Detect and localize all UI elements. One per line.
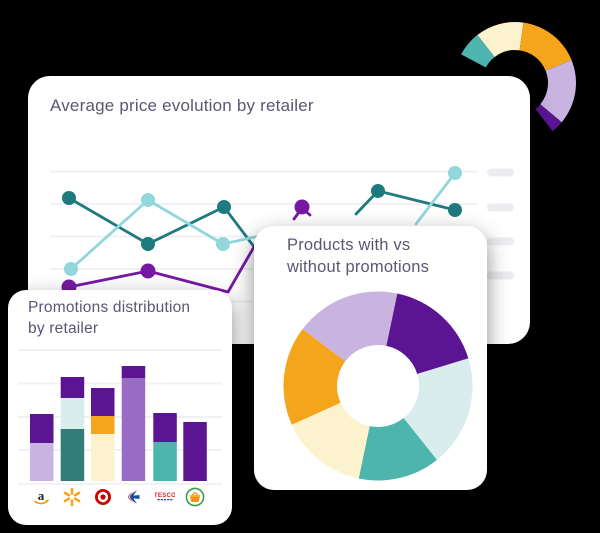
data-point-retailer-a <box>371 184 385 198</box>
data-point-retailer-c <box>294 199 310 215</box>
bar-segment-walmart-2 <box>60 377 85 398</box>
svg-text:a: a <box>38 488 45 503</box>
legend-placeholder-pill <box>487 168 514 177</box>
donut-segment-cream <box>291 402 370 479</box>
legend-placeholder-pill <box>487 203 514 212</box>
bar-segment-amazon-1 <box>30 414 54 443</box>
data-point-retailer-a <box>217 200 231 214</box>
bar-segment-amazon-0 <box>30 443 54 481</box>
target-logo-icon <box>93 487 113 507</box>
promotions-bar-chart <box>18 349 222 485</box>
data-point-retailer-b <box>141 193 155 207</box>
bar-segment-target-2 <box>91 388 115 416</box>
donut-segment-orange <box>519 22 572 71</box>
bar-segment-carrefour-0 <box>121 378 146 481</box>
decorative-donut-chart <box>461 21 577 132</box>
bar-segment-target-1 <box>91 416 115 434</box>
tesco-logo-icon: TESCO <box>154 487 176 507</box>
promotions-distribution-title-line2: by retailer <box>28 319 99 337</box>
legend-placeholder-pill <box>487 271 514 280</box>
promotions-distribution-title-line1: Promotions distribution <box>28 299 191 316</box>
data-point-retailer-a <box>448 203 462 217</box>
data-point-retailer-b <box>448 166 462 180</box>
donut-segment-teal <box>358 418 437 481</box>
line-series-retailer-a <box>67 196 260 254</box>
price-evolution-title: Average price evolution by retailer <box>50 96 314 115</box>
bar-segment-grocery-0 <box>183 422 207 481</box>
bar-segment-walmart-0 <box>60 429 85 481</box>
line-series-retailer-b <box>414 171 457 226</box>
data-point-retailer-b <box>216 237 230 251</box>
products-promotions-card: Products with vs without promotions <box>254 226 487 490</box>
donut-segment-teal <box>461 34 495 68</box>
donut-segment-mint <box>403 358 473 460</box>
data-point-retailer-c <box>140 263 156 279</box>
bar-segment-target-0 <box>91 434 115 481</box>
bar-segment-walmart-1 <box>60 398 85 429</box>
donut-segment-lavender <box>302 291 398 362</box>
bar-segment-carrefour-1 <box>121 366 146 378</box>
donut-segment-cream <box>477 21 524 57</box>
amazon-logo-icon: a <box>32 487 52 507</box>
legend-placeholder-pill <box>487 237 514 246</box>
bar-segment-tesco-0 <box>153 442 177 481</box>
line-series-retailer-b <box>69 198 266 271</box>
svg-text:TESCO: TESCO <box>155 493 175 499</box>
products-donut-chart <box>283 291 473 481</box>
carrefour-logo-icon <box>123 487 143 507</box>
data-point-retailer-b <box>64 262 78 276</box>
data-point-retailer-a <box>62 191 76 205</box>
data-point-retailer-a <box>141 237 155 251</box>
promotions-distribution-title: Promotions distribution by retailer <box>28 298 190 340</box>
products-promotions-title-line1: Products with vs <box>287 236 411 254</box>
bar-segment-tesco-1 <box>153 413 177 442</box>
line-series-retailer-c <box>67 231 264 294</box>
promotions-distribution-card: Promotions distribution by retailer a TE… <box>8 290 232 525</box>
products-promotions-title-line2: without promotions <box>287 258 430 277</box>
donut-segment-dark-purple <box>386 293 469 375</box>
donut-segment-dark-purple <box>535 104 562 132</box>
donut-segment-lavender <box>540 60 577 123</box>
walmart-logo-icon <box>62 487 82 507</box>
donut-segment-orange <box>283 329 346 425</box>
basket-logo-icon <box>185 487 205 507</box>
products-promotions-title: Products with vs without promotions <box>287 234 429 279</box>
